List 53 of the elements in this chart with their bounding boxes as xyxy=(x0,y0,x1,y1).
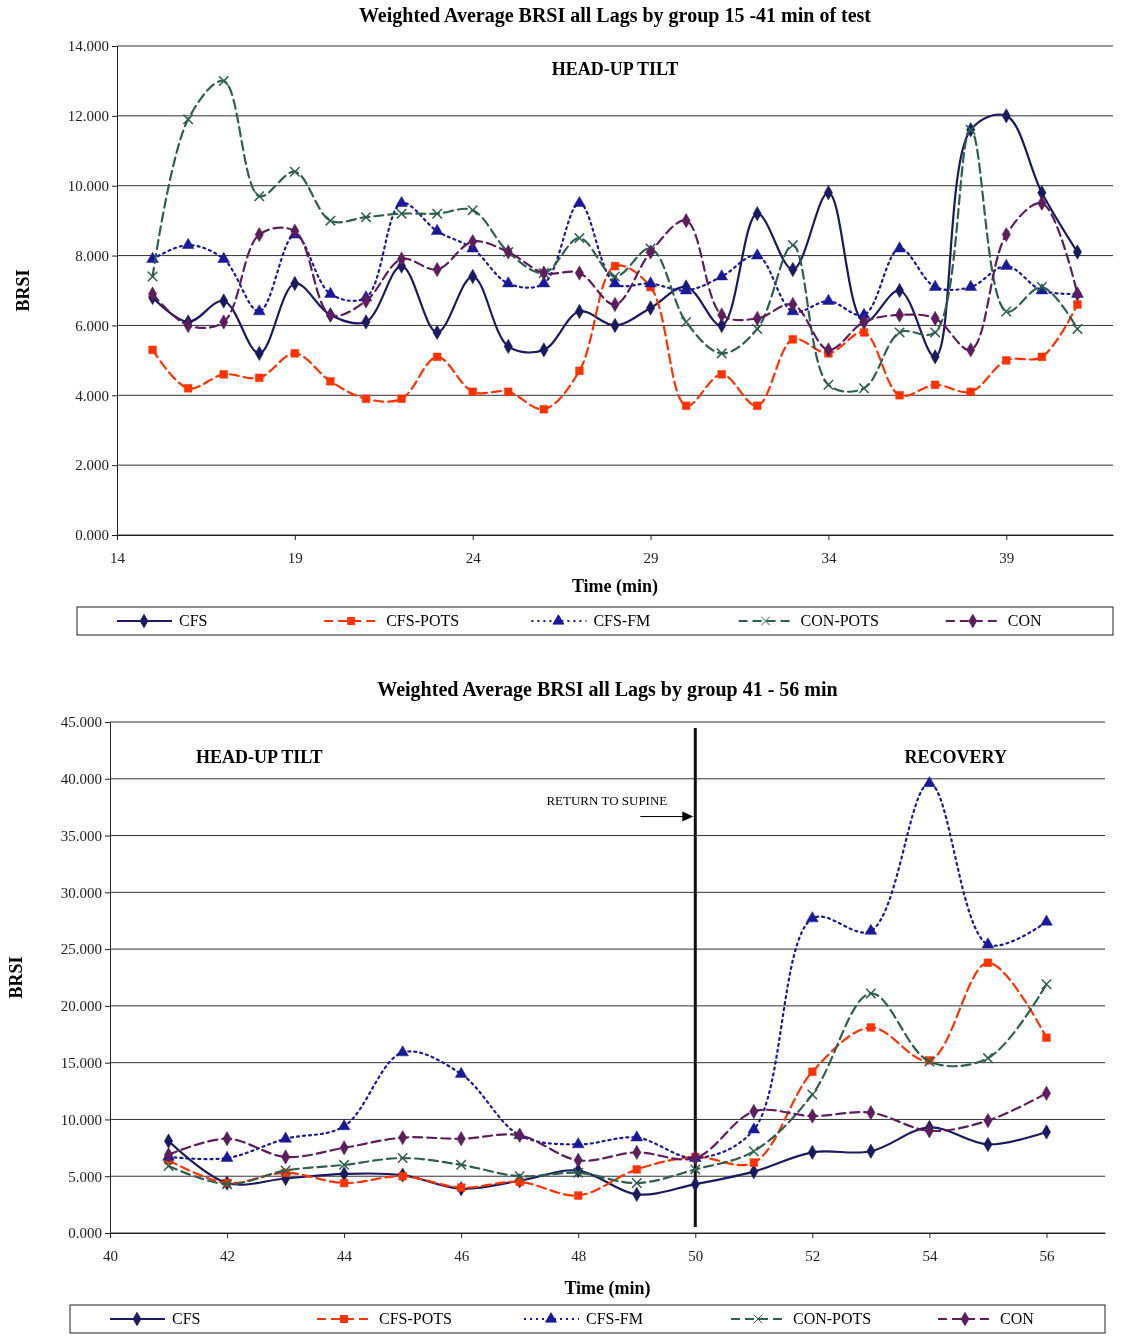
legend-label: CON-POTS xyxy=(800,612,879,629)
annotation: HEAD-UP TILT xyxy=(195,746,323,767)
x-tick-label: 50 xyxy=(688,1247,704,1264)
chart-title: Weighted Average BRSI all Lags by group 15 -41 min of test xyxy=(358,4,872,27)
y-axis-title: BRSI xyxy=(6,956,26,999)
y-tick-label: 45.000 xyxy=(60,714,102,731)
x-tick-label: 24 xyxy=(465,549,482,566)
y-tick-label: 12.000 xyxy=(67,108,109,125)
y-tick-label: 20.000 xyxy=(60,998,102,1015)
y-tick-label: 10.000 xyxy=(67,178,109,195)
legend-label: CON-POTS xyxy=(793,1310,872,1327)
x-tick-label: 42 xyxy=(220,1247,236,1264)
y-tick-label: 5.000 xyxy=(68,1168,102,1185)
x-tick-label: 39 xyxy=(999,549,1015,566)
legend-label: CFS-FM xyxy=(593,612,651,629)
y-tick-label: 35.000 xyxy=(60,827,102,844)
y-tick-label: 4.000 xyxy=(75,387,109,404)
y-tick-label: 6.000 xyxy=(75,317,109,334)
legend-label: CFS xyxy=(172,1310,201,1327)
legend-label: CFS-POTS xyxy=(386,612,460,629)
y-tick-label: 30.000 xyxy=(60,884,102,901)
legend-label: CFS xyxy=(179,612,208,629)
x-axis-title: Time (min) xyxy=(564,1278,651,1299)
x-tick-label: 48 xyxy=(571,1247,587,1264)
annotation: HEAD-UP TILT xyxy=(551,59,679,80)
y-tick-label: 40.000 xyxy=(60,771,102,788)
x-tick-label: 34 xyxy=(821,549,837,566)
x-tick-label: 46 xyxy=(454,1247,470,1264)
y-tick-label: 0.000 xyxy=(75,527,109,544)
y-tick-label: 14.000 xyxy=(67,38,109,55)
y-tick-label: 8.000 xyxy=(75,247,109,264)
y-tick-label: 15.000 xyxy=(60,1054,102,1071)
legend-label: CFS-POTS xyxy=(379,1310,452,1327)
y-axis-title: BRSI xyxy=(13,269,33,312)
y-tick-label: 25.000 xyxy=(60,941,102,958)
legend-label: CON xyxy=(1000,1310,1035,1327)
y-tick-label: 0.000 xyxy=(68,1225,102,1242)
y-tick-label: 10.000 xyxy=(60,1111,102,1128)
x-tick-label: 56 xyxy=(1039,1247,1055,1264)
x-tick-label: 14 xyxy=(110,549,126,566)
x-tick-label: 29 xyxy=(643,549,659,566)
annotation: RECOVERY xyxy=(904,746,1007,767)
x-tick-label: 40 xyxy=(103,1247,118,1264)
legend-label: CFS-FM xyxy=(586,1310,643,1327)
x-tick-label: 19 xyxy=(287,549,303,566)
x-tick-label: 44 xyxy=(337,1247,353,1264)
x-tick-label: 54 xyxy=(922,1247,938,1264)
x-axis-title: Time (min) xyxy=(571,576,659,597)
y-tick-label: 2.000 xyxy=(75,457,109,474)
ref-line-label: RETURN TO SUPINE xyxy=(546,792,668,808)
x-tick-label: 52 xyxy=(805,1247,821,1264)
chart-title: Weighted Average BRSI all Lags by group 41 - 56 min xyxy=(377,678,838,701)
legend-label: CON xyxy=(1007,612,1043,629)
